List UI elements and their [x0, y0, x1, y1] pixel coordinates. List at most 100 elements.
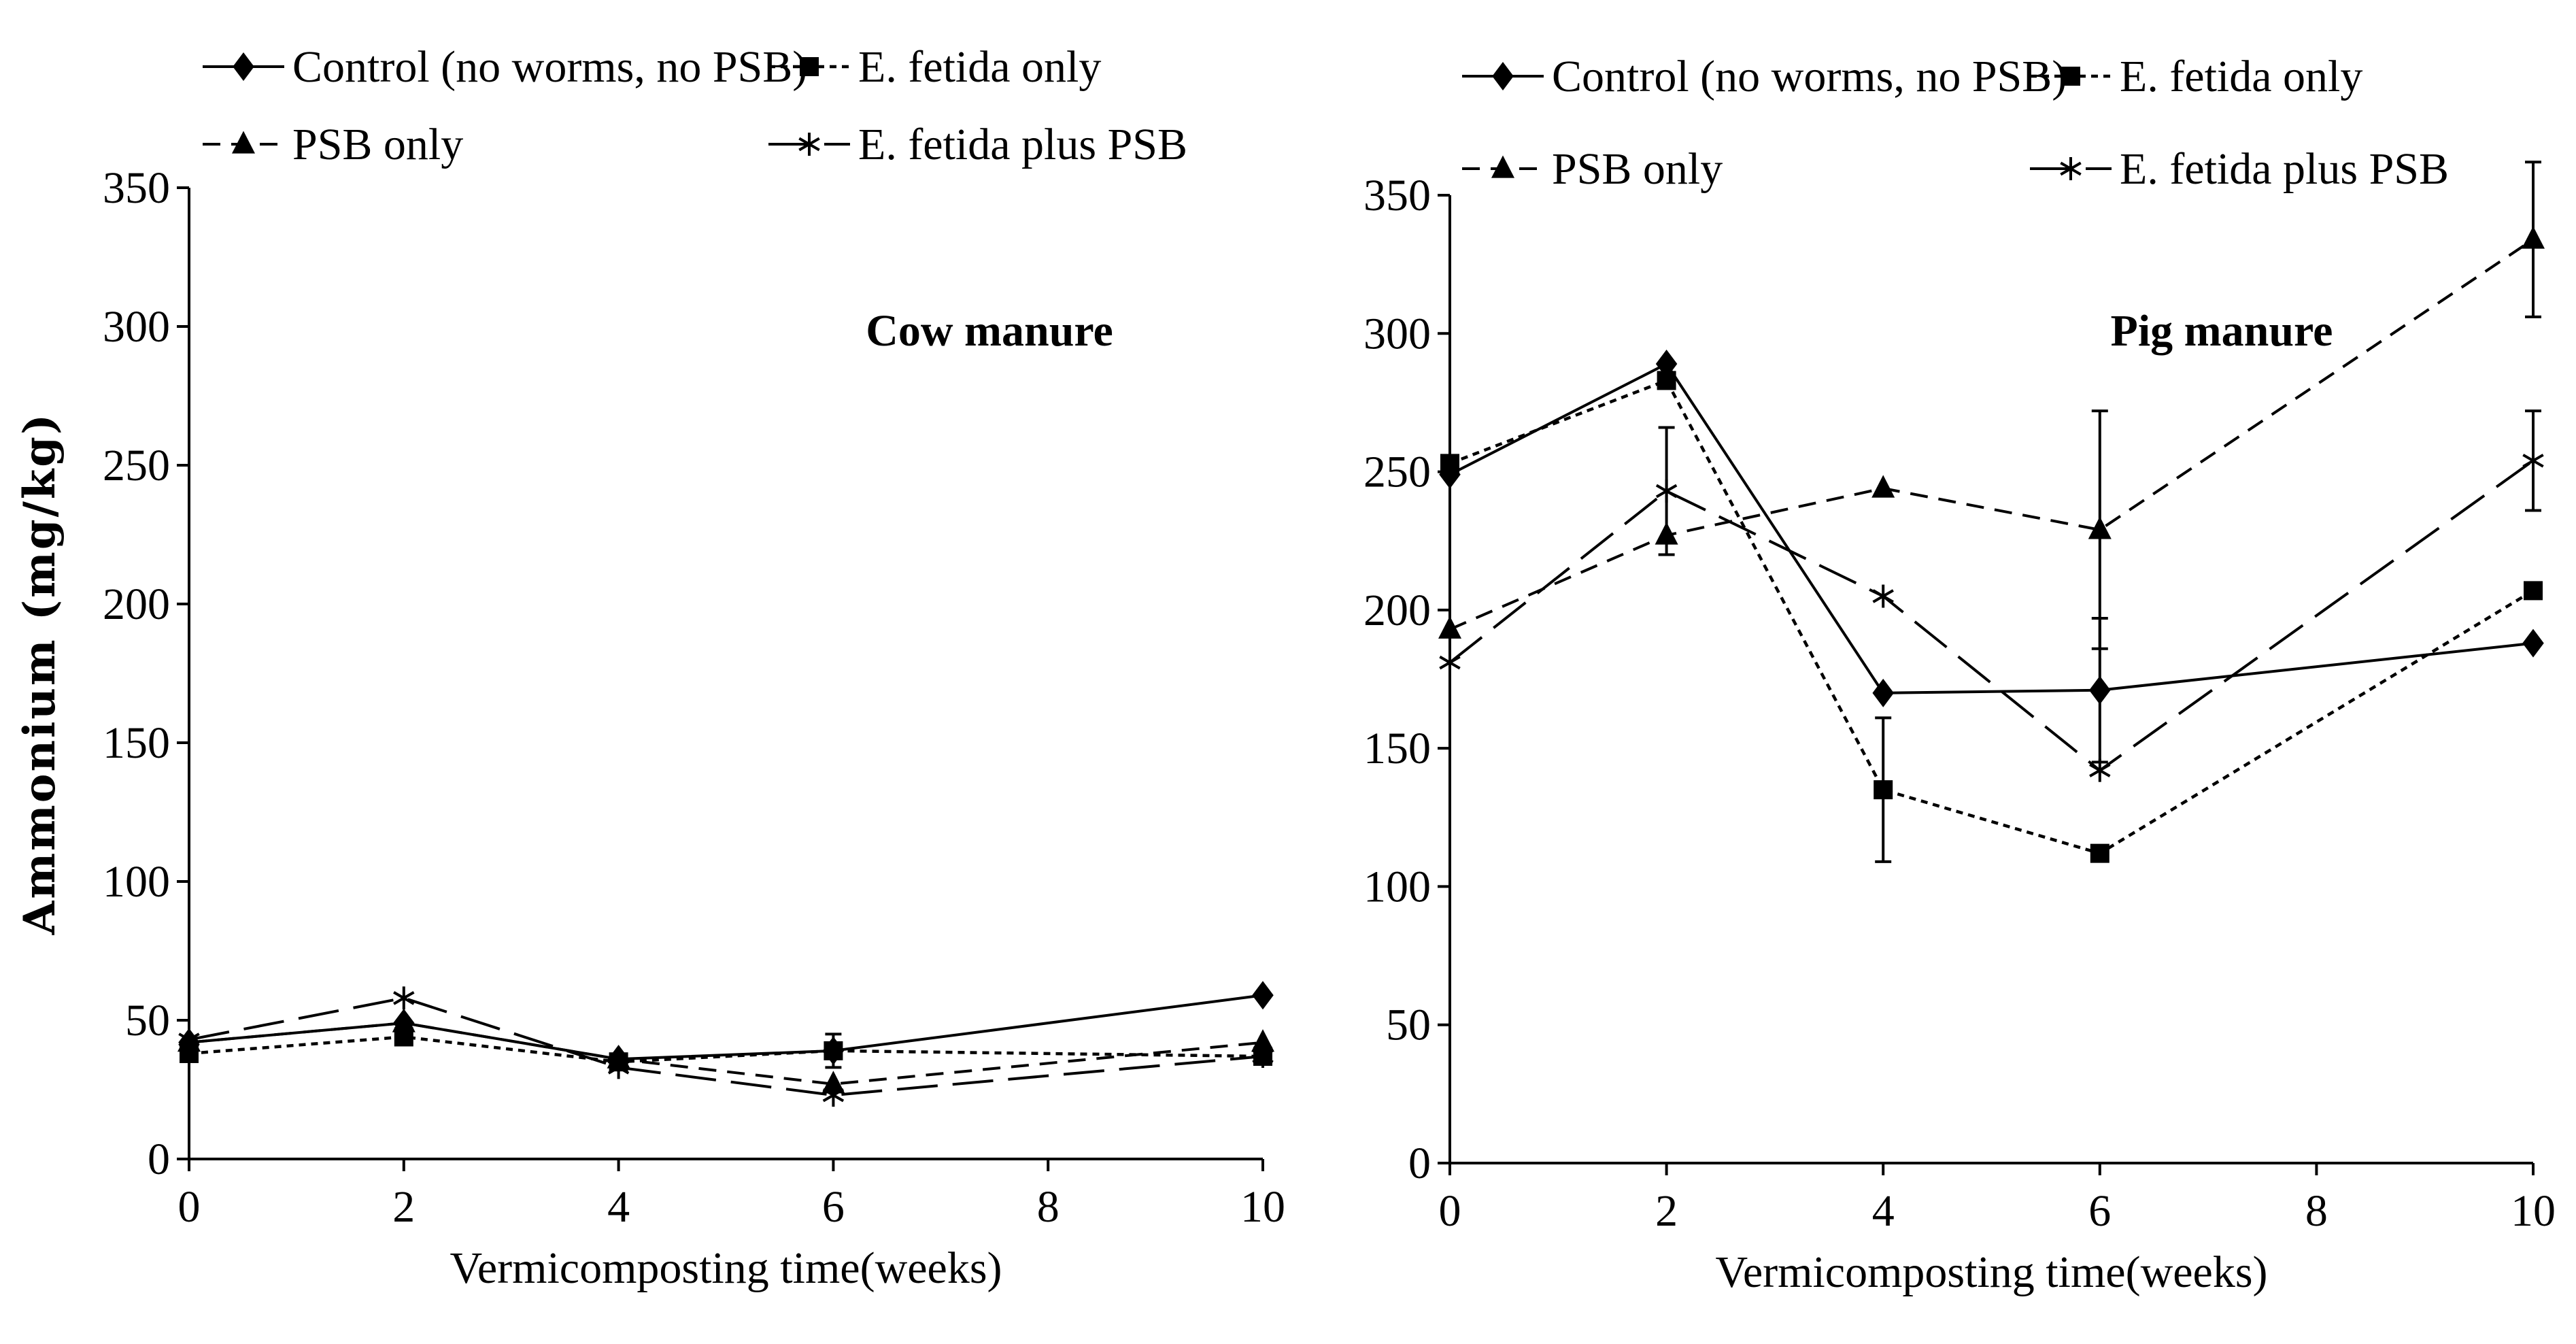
series-line: [1449, 238, 2535, 631]
data-point: [1874, 780, 1893, 800]
y-tick-label: 150: [1363, 724, 1431, 773]
y-tick-label: 300: [1363, 309, 1431, 358]
y-tick-label: 0: [1408, 1139, 1431, 1188]
x-tick-label: 10: [2511, 1186, 2556, 1236]
series-e-fetida-plus-psb: [178, 986, 1274, 1107]
legend-marker-triangle: [232, 131, 255, 154]
series-psb-only: [177, 1009, 1274, 1094]
legend-marker-diamond: [1492, 62, 1514, 90]
x-tick-label: 8: [2305, 1186, 2328, 1236]
y-tick-label: 350: [1363, 171, 1431, 220]
data-point: [824, 1041, 843, 1060]
legend-item-e-fetida-only: E. fetida only: [768, 42, 1101, 92]
legend-label: Control (no worms, no PSB): [1552, 52, 2067, 101]
x-tick-label: 4: [607, 1182, 630, 1232]
data-point: [607, 1056, 630, 1079]
legend-item-e-fetida-plus-psb: E. fetida plus PSB: [2030, 144, 2449, 194]
series-line: [1449, 378, 2535, 856]
series-line: [1448, 459, 2535, 773]
legend-item-control-no-worms-no-psb: Control (no worms, no PSB): [1462, 52, 2067, 101]
series-e-fetida-plus-psb: [1439, 409, 2544, 782]
series-control-no-worms-no-psb: [1439, 350, 2544, 764]
x-tick-label: 10: [1240, 1182, 1285, 1232]
legend-item-psb-only: PSB only: [1462, 144, 1723, 194]
x-tick-label: 6: [822, 1182, 845, 1232]
data-point: [2524, 581, 2543, 601]
data-point: [2089, 758, 2111, 782]
y-axis-title: Ammonium (mg/kg): [14, 412, 65, 936]
data-point: [821, 1071, 845, 1094]
data-point: [1871, 475, 1895, 498]
legend-label: E. fetida only: [858, 42, 1101, 92]
series-line: [188, 996, 1264, 1097]
legend-item-e-fetida-only: E. fetida only: [2030, 52, 2362, 101]
data-point: [392, 1009, 416, 1032]
y-tick-label: 0: [148, 1135, 170, 1184]
legend: Control (no worms, no PSB) E. fetida only…: [203, 42, 1187, 169]
series-e-fetida-only: [180, 1027, 1272, 1072]
y-tick-label: 150: [103, 718, 170, 768]
data-point: [1872, 678, 1894, 707]
y-tick-label: 100: [103, 857, 170, 907]
x-axis-title: Vermicomposting time(weeks): [450, 1243, 1002, 1293]
data-point: [1655, 480, 1678, 503]
y-tick-label: 200: [103, 579, 170, 629]
x-tick-label: 8: [1037, 1182, 1060, 1232]
panel-annotation: Cow manure: [866, 306, 1113, 356]
y-tick-label: 250: [103, 441, 170, 490]
x-tick-label: 6: [2088, 1186, 2111, 1236]
legend-label: E. fetida only: [2120, 52, 2362, 101]
data-point: [1252, 1045, 1274, 1069]
legend: Control (no worms, no PSB) E. fetida only…: [1462, 52, 2449, 194]
data-point: [1251, 1029, 1274, 1052]
data-point: [2522, 226, 2545, 249]
data-point: [2088, 516, 2112, 539]
x-tick-label: 0: [178, 1182, 201, 1232]
series-line: [188, 1022, 1264, 1086]
data-point: [822, 1083, 845, 1107]
legend-item-control-no-worms-no-psb: Control (no worms, no PSB): [203, 42, 807, 92]
data-point: [1439, 651, 1461, 675]
pig-manure-panel: 0 50 100 150 200 250 300 350 0 2 4 6 8 10 Vermicompost…: [1363, 52, 2556, 1297]
data-point: [1872, 584, 1894, 608]
data-point: [393, 986, 415, 1010]
x-axis-title: Vermicomposting time(weeks): [1716, 1247, 2268, 1297]
data-point: [1657, 371, 1676, 390]
legend-marker-asterisk: [798, 133, 820, 156]
data-point: [2089, 675, 2111, 705]
legend-marker-diamond: [233, 52, 254, 81]
data-point: [2522, 628, 2544, 658]
legend-marker-triangle: [1491, 155, 1514, 178]
series-line: [1449, 362, 2534, 694]
legend-item-e-fetida-plus-psb: E. fetida plus PSB: [768, 120, 1187, 169]
series-line: [188, 994, 1264, 1061]
y-tick-label: 100: [1363, 862, 1431, 911]
x-tick-label: 2: [392, 1182, 415, 1232]
data-point: [2522, 449, 2544, 473]
cow-manure-panel: 0 50 100 150 200 250 300 350 0 2 4 6 8 10 Vermicompost…: [14, 42, 1285, 1293]
data-point: [1252, 981, 1274, 1010]
legend-label: E. fetida plus PSB: [858, 120, 1187, 169]
series-e-fetida-only: [1440, 371, 2543, 863]
legend-label: PSB only: [292, 120, 463, 169]
legend-marker-asterisk: [2060, 157, 2082, 180]
legend-marker-square: [800, 57, 819, 76]
data-point: [1438, 616, 1461, 639]
data-point: [178, 1028, 200, 1052]
legend-label: PSB only: [1552, 144, 1723, 194]
legend-label: Control (no worms, no PSB): [292, 42, 807, 92]
legend-item-psb-only: PSB only: [203, 120, 463, 169]
legend-marker-square: [2061, 67, 2080, 86]
data-point: [2090, 843, 2109, 863]
y-tick-label: 300: [103, 302, 170, 352]
y-tick-label: 50: [1386, 1001, 1431, 1050]
y-tick-label: 50: [125, 996, 170, 1045]
series-control-no-worms-no-psb: [178, 981, 1274, 1074]
y-tick-label: 250: [1363, 448, 1431, 497]
x-tick-label: 2: [1655, 1186, 1678, 1236]
x-tick-label: 4: [1872, 1186, 1895, 1236]
x-tick-label: 0: [1439, 1186, 1461, 1236]
panel-annotation: Pig manure: [2111, 306, 2333, 356]
